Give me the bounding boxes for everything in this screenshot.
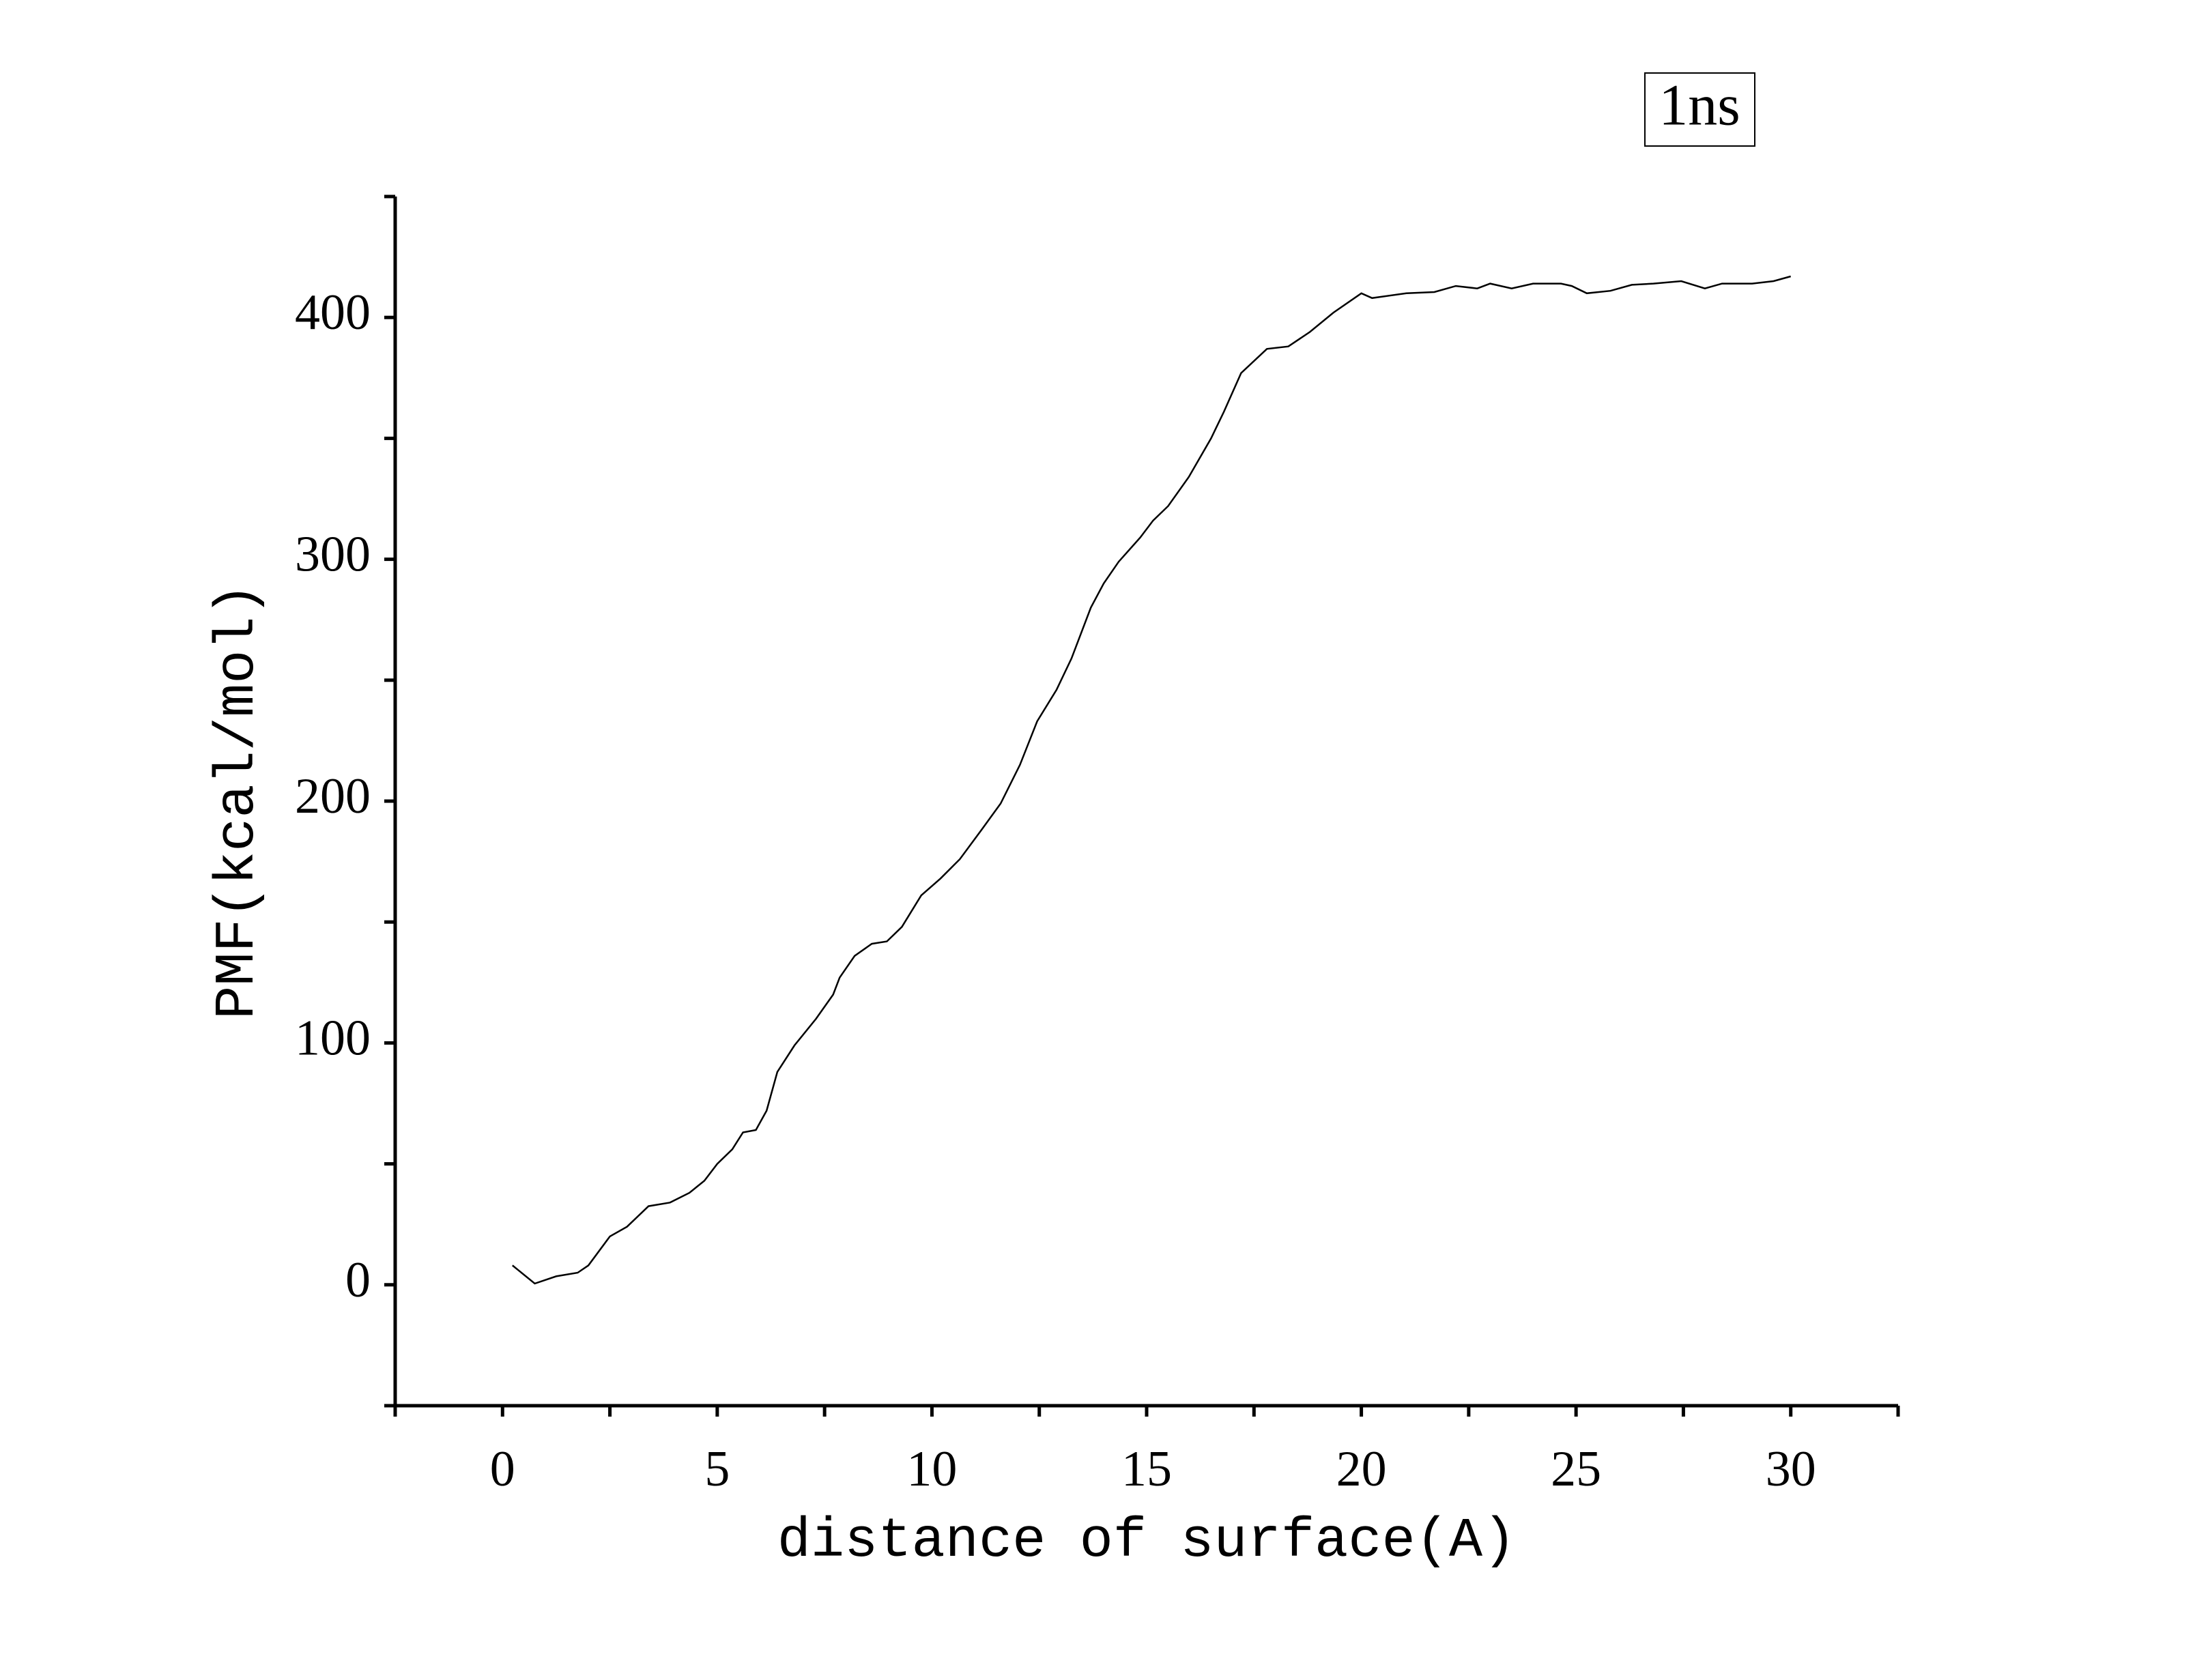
legend-label: 1ns (1659, 72, 1740, 138)
x-tick-label: 25 (1551, 1441, 1601, 1497)
x-tick-label: 30 (1766, 1441, 1816, 1497)
x-tick-label: 20 (1336, 1441, 1387, 1497)
y-tick-label: 400 (295, 285, 371, 341)
x-tick-label: 5 (704, 1441, 730, 1497)
y-axis-title: PMF(kcal/mol) (206, 583, 270, 1019)
legend-box (1644, 72, 1755, 147)
x-tick-label: 15 (1121, 1441, 1172, 1497)
x-tick-label: 10 (906, 1441, 957, 1497)
x-axis-title: distance of surface(A) (777, 1509, 1517, 1573)
x-tick-label: 0 (490, 1441, 515, 1497)
line-series (512, 275, 1792, 1285)
y-tick-label: 300 (295, 527, 371, 583)
y-tick-label: 100 (295, 1010, 371, 1066)
y-tick-label: 0 (345, 1252, 371, 1308)
y-tick-label: 200 (295, 768, 371, 824)
